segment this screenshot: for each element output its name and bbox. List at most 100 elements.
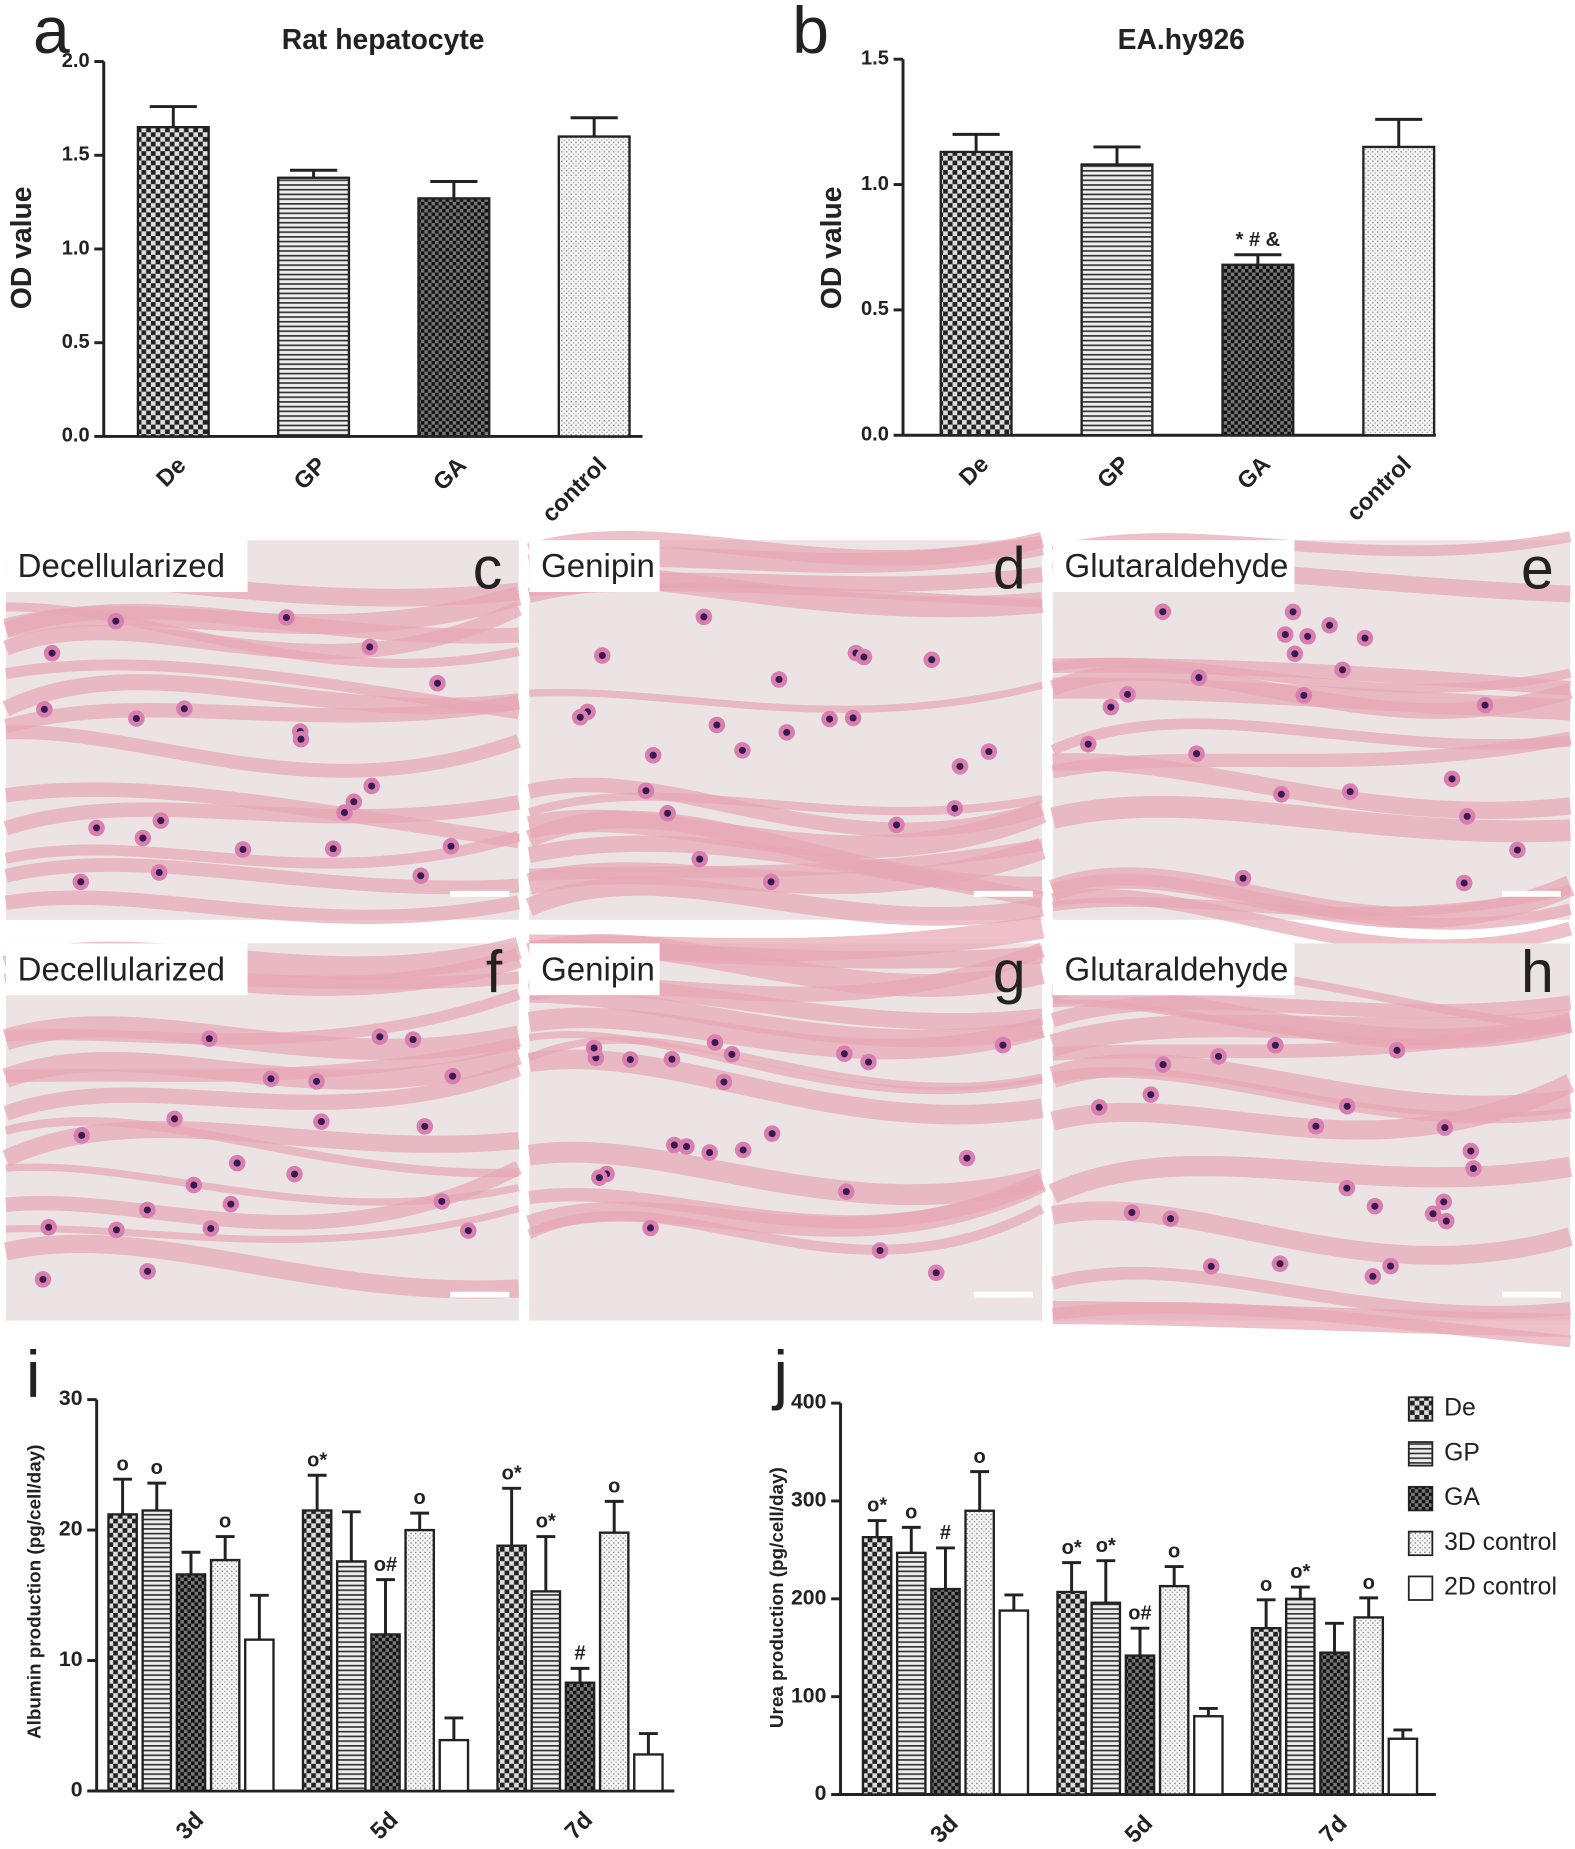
cell-nucleus <box>290 1170 299 1178</box>
bar <box>141 1509 173 1793</box>
bar <box>598 1531 630 1793</box>
cell-nucleus <box>464 1227 472 1235</box>
tissue-fiber <box>4 782 520 849</box>
cell-nucleus <box>1312 1122 1320 1130</box>
panel-letter: f <box>486 940 503 1005</box>
bar <box>277 176 351 438</box>
significance-label: o# <box>1128 1602 1151 1624</box>
panel-letter: a <box>33 0 70 67</box>
cell-nucleus <box>864 1058 873 1066</box>
tissue-fiber <box>1050 1201 1573 1265</box>
error-bar <box>502 1486 522 1546</box>
cell-nucleus <box>1239 874 1247 882</box>
bar <box>496 1544 527 1793</box>
significance-label: o <box>1168 1541 1180 1563</box>
cell-nucleus <box>876 1247 884 1255</box>
y-tick-label: 0 <box>815 1782 827 1805</box>
panel-letter: g <box>993 940 1026 1005</box>
panel-letter: d <box>993 537 1026 602</box>
cell-nucleus <box>1346 788 1354 796</box>
cell-nucleus <box>1441 1124 1449 1132</box>
tissue-fiber <box>4 659 520 720</box>
significance-label: o <box>608 1476 620 1498</box>
x-tick-label: 7d <box>1314 1810 1352 1848</box>
cell-nucleus <box>1107 703 1115 711</box>
tissue-fiber <box>1049 867 1575 929</box>
cell-nucleus <box>180 705 188 713</box>
cell-nucleus <box>449 1072 457 1080</box>
cell-nucleus <box>668 1055 676 1063</box>
tissue-fiber <box>4 890 521 924</box>
cell-nucleus <box>1463 812 1471 820</box>
cell-nucleus <box>1095 1103 1103 1111</box>
y-axis-label: OD value <box>815 187 847 310</box>
bar <box>244 1638 275 1793</box>
error-bar <box>638 1732 658 1755</box>
y-tick-label: 20 <box>59 1518 83 1541</box>
cell-nucleus <box>840 1050 848 1058</box>
cell-nucleus <box>932 1269 940 1277</box>
tissue-fiber <box>3 1234 520 1299</box>
cell-nucleus <box>1084 740 1092 748</box>
micrograph-label: Decellularized <box>18 950 225 987</box>
error-bar <box>307 1473 327 1511</box>
error-bar <box>1359 1596 1379 1618</box>
x-tick-label: control <box>1341 451 1416 526</box>
cell-nucleus <box>171 1115 179 1123</box>
cell-nucleus <box>696 855 704 863</box>
significance-label: o <box>151 1457 163 1479</box>
tissue-fiber <box>2 1016 521 1061</box>
cell-nucleus <box>720 1078 728 1086</box>
cell-nucleus <box>1276 1260 1284 1268</box>
significance-label: o <box>1363 1572 1375 1594</box>
tissue-fiber <box>3 586 522 639</box>
legend-swatch <box>1407 1530 1434 1557</box>
cell-nucleus <box>1193 750 1201 758</box>
cell-nucleus <box>205 1035 213 1043</box>
label-box <box>1052 943 1295 996</box>
bar <box>1250 1627 1282 1796</box>
legend-label: 2D control <box>1444 1574 1557 1601</box>
tissue-fiber <box>3 1061 522 1121</box>
error-bar <box>215 1535 235 1561</box>
bar <box>564 1681 596 1793</box>
significance-label: # <box>574 1642 585 1664</box>
x-tick-label: control <box>537 452 612 527</box>
x-tick-label: 3d <box>925 1810 963 1848</box>
y-tick-label: 0 <box>71 1779 83 1802</box>
legend-label: GP <box>1444 1439 1480 1466</box>
cell-nucleus <box>77 878 85 886</box>
panel-letter: e <box>1521 537 1554 602</box>
tissue-fiber <box>526 1173 1047 1237</box>
tissue-fiber <box>4 1117 519 1178</box>
y-tick-label: 100 <box>791 1684 826 1707</box>
tissue-fiber <box>5 725 522 778</box>
micrograph: Genipin d <box>525 530 1047 926</box>
y-tick-label: 10 <box>59 1648 83 1671</box>
cell-nucleus <box>590 1044 598 1052</box>
y-tick-label: 400 <box>791 1391 826 1414</box>
error-bar <box>1130 1626 1150 1656</box>
bar <box>1158 1584 1190 1796</box>
y-axis-label: Albumin production (pg/cell/day) <box>23 1445 44 1739</box>
cell-nucleus <box>366 643 374 651</box>
cell-nucleus <box>598 651 606 660</box>
cell-nucleus <box>376 1033 384 1041</box>
tissue-fiber <box>1051 1266 1572 1319</box>
bar <box>335 1560 367 1793</box>
legend-label: GA <box>1444 1484 1480 1511</box>
bar <box>1080 163 1154 437</box>
x-tick-label: De <box>954 451 994 491</box>
significance-label: * # & <box>1236 229 1281 251</box>
significance-label: o* <box>502 1462 522 1484</box>
cell-nucleus <box>649 751 657 759</box>
cell-nucleus <box>1128 1208 1136 1217</box>
bar <box>175 1573 207 1793</box>
cell-nucleus <box>1304 632 1312 640</box>
cell-nucleus <box>40 705 48 713</box>
cell-nucleus <box>682 1143 691 1151</box>
panel-letter: b <box>792 0 829 67</box>
cell-nucleus <box>999 1041 1007 1049</box>
bar <box>1090 1601 1122 1796</box>
